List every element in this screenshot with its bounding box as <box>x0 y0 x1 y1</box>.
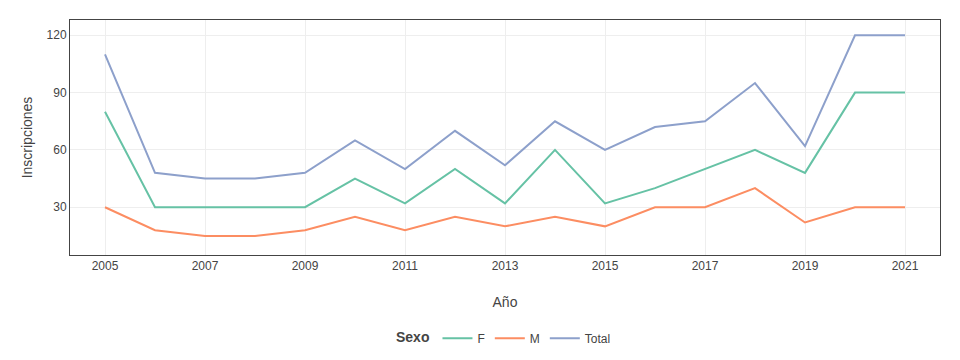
svg-text:Inscripciones: Inscripciones <box>19 97 35 179</box>
svg-text:F: F <box>477 332 484 346</box>
svg-text:2007: 2007 <box>192 259 219 273</box>
svg-text:2015: 2015 <box>592 259 619 273</box>
svg-text:30: 30 <box>53 200 67 214</box>
svg-text:2017: 2017 <box>692 259 719 273</box>
svg-text:Año: Año <box>493 294 518 310</box>
svg-text:2005: 2005 <box>92 259 119 273</box>
svg-text:2011: 2011 <box>392 259 418 273</box>
svg-text:M: M <box>530 332 540 346</box>
svg-text:2019: 2019 <box>792 259 819 273</box>
svg-text:90: 90 <box>53 86 67 100</box>
svg-text:Sexo: Sexo <box>396 329 429 345</box>
svg-text:60: 60 <box>53 143 67 157</box>
svg-text:2021: 2021 <box>892 259 919 273</box>
svg-text:Total: Total <box>585 332 610 346</box>
svg-text:2009: 2009 <box>292 259 319 273</box>
svg-text:120: 120 <box>47 28 67 42</box>
svg-text:2013: 2013 <box>492 259 519 273</box>
